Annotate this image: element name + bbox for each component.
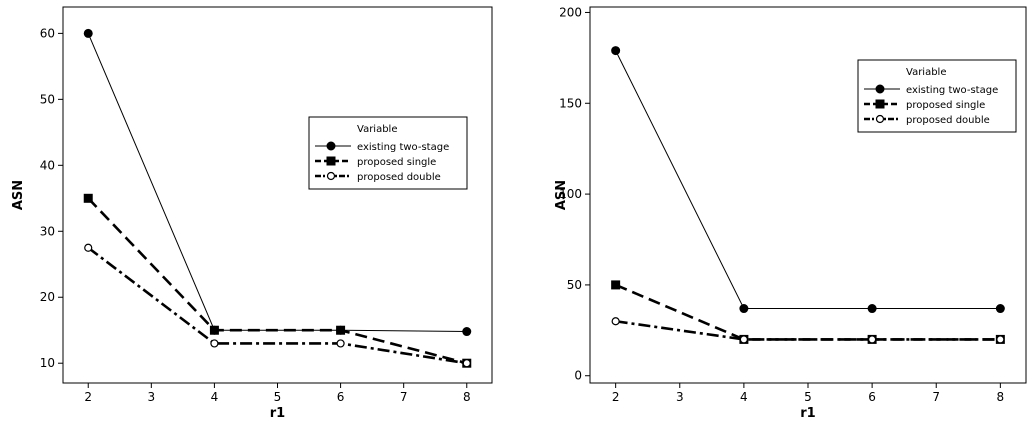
legend-marker xyxy=(326,171,336,181)
data-point xyxy=(995,304,1005,314)
series-line xyxy=(615,319,1001,341)
x-tick-label: 5 xyxy=(804,390,812,404)
data-point xyxy=(611,46,621,56)
x-tick-label: 2 xyxy=(612,390,620,404)
x-tick-label: 4 xyxy=(740,390,748,404)
series-existing-two-stage xyxy=(611,46,1005,314)
x-tick-label: 3 xyxy=(676,390,684,404)
data-point xyxy=(210,339,219,348)
x-tick-label: 7 xyxy=(932,390,940,404)
y-tick-label: 10 xyxy=(40,356,55,370)
legend-marker xyxy=(326,156,336,166)
data-point xyxy=(462,359,471,368)
legend: Variable existing two-stage proposed singl… xyxy=(308,116,468,190)
data-point xyxy=(209,325,219,335)
data-point xyxy=(83,193,93,203)
y-axis-label: ASN xyxy=(11,180,26,210)
y-tick-label: 0 xyxy=(574,369,582,383)
data-point xyxy=(868,335,877,344)
data-point xyxy=(611,317,620,326)
data-point xyxy=(336,325,346,335)
legend: Variable existing two-stage proposed singl… xyxy=(857,59,1017,133)
y-tick-label: 100 xyxy=(559,187,582,201)
legend-title: Variable xyxy=(906,67,947,78)
x-tick-label: 2 xyxy=(84,390,92,404)
legend-marker xyxy=(875,114,885,124)
data-point xyxy=(739,335,748,344)
legend-entry: proposed single xyxy=(357,157,436,168)
series-proposed-single xyxy=(611,280,1005,344)
series-line xyxy=(615,283,1001,341)
x-tick-label: 8 xyxy=(463,390,471,404)
legend-marker xyxy=(326,141,336,151)
legend-entry: proposed double xyxy=(357,172,441,183)
series-line xyxy=(615,50,1001,310)
x-tick-label: 8 xyxy=(997,390,1005,404)
legend-entry: existing two-stage xyxy=(906,85,998,96)
data-point xyxy=(739,304,749,314)
series-proposed-single xyxy=(83,193,472,368)
y-tick-label: 30 xyxy=(40,224,55,238)
data-point xyxy=(462,327,472,337)
x-tick-label: 3 xyxy=(148,390,156,404)
x-axis-label: r1 xyxy=(800,406,815,421)
y-tick-label: 50 xyxy=(567,278,582,292)
x-tick-label: 6 xyxy=(337,390,345,404)
legend-entry: existing two-stage xyxy=(357,142,449,153)
series-line xyxy=(87,246,467,365)
x-axis-label: r1 xyxy=(270,406,285,421)
data-point xyxy=(336,339,345,348)
series-line xyxy=(87,197,468,365)
legend-marker xyxy=(875,99,885,109)
legend-title: Variable xyxy=(357,124,398,135)
series-proposed-double xyxy=(611,317,1005,344)
y-tick-label: 150 xyxy=(559,96,582,110)
y-axis-label: ASN xyxy=(554,180,569,210)
y-tick-label: 40 xyxy=(40,158,55,172)
data-point xyxy=(867,304,877,314)
legend-marker xyxy=(875,84,885,94)
x-tick-label: 7 xyxy=(400,390,408,404)
chart-1: 2 3 4 5 6 7 8 10 20 30 40 50 60 r1 ASN Variable existing… xyxy=(11,6,493,421)
y-tick-label: 200 xyxy=(559,5,582,19)
y-tick-label: 50 xyxy=(40,92,55,106)
chart-2: 2 3 4 5 6 7 8 0 50 100 150 200 r1 ASN Variable existing… xyxy=(554,5,1027,421)
x-tick-label: 4 xyxy=(211,390,219,404)
x-tick-label: 5 xyxy=(274,390,282,404)
data-point xyxy=(611,280,621,290)
series-proposed-double xyxy=(84,243,471,368)
plot-frame xyxy=(62,6,493,384)
data-point xyxy=(83,28,93,38)
legend-entry: proposed double xyxy=(906,115,990,126)
y-tick-label: 60 xyxy=(40,26,55,40)
data-point xyxy=(84,243,93,252)
data-point xyxy=(996,335,1005,344)
x-tick-label: 6 xyxy=(868,390,876,404)
legend-entry: proposed single xyxy=(906,100,985,111)
y-tick-label: 20 xyxy=(40,290,55,304)
